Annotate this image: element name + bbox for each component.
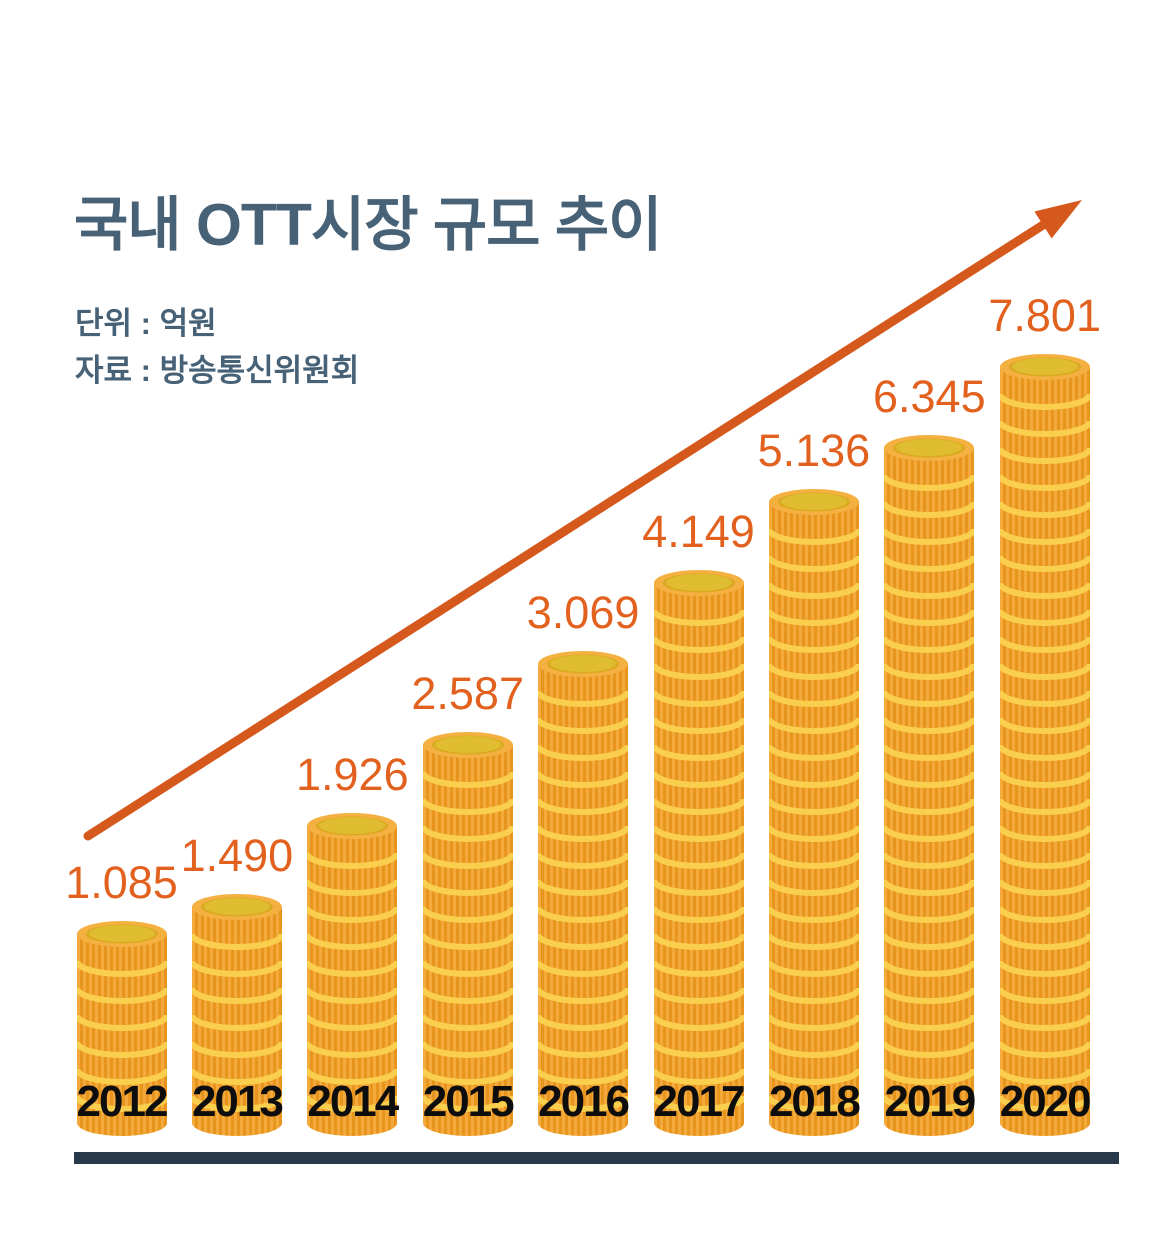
coin-stack-graphic	[999, 354, 1090, 1136]
coin-stack-graphic	[768, 489, 859, 1136]
coin-stack-graphic	[538, 651, 629, 1136]
value-label-2017: 4.149	[642, 506, 755, 557]
value-label-2013: 1.490	[180, 830, 294, 881]
coin-stack-2016	[538, 651, 629, 1136]
unit-label: 단위 : 억원	[75, 306, 217, 341]
year-label-2019: 2019	[884, 1077, 976, 1126]
year-label-2017: 2017	[653, 1077, 746, 1126]
coin-stack-2020	[999, 354, 1090, 1136]
value-label-2019: 6.345	[872, 371, 986, 422]
coin-stack-2019	[884, 435, 975, 1136]
coin-stack-2014	[307, 813, 398, 1136]
value-label-2016: 3.069	[526, 587, 640, 638]
coin-stack-2018	[768, 489, 859, 1136]
year-label-2016: 2016	[538, 1077, 630, 1126]
coin-stack-graphic	[884, 435, 975, 1136]
year-label-2018: 2018	[768, 1077, 861, 1126]
value-label-2012: 1.085	[65, 857, 178, 908]
page-title: 국내 OTT시장 규모 추이	[74, 192, 662, 258]
year-label-2013: 2013	[191, 1077, 284, 1126]
coin-stack-graphic	[307, 813, 398, 1136]
coin-stack-2015	[422, 732, 513, 1136]
coin-stack-graphic	[76, 921, 167, 1136]
year-label-2014: 2014	[307, 1077, 399, 1126]
year-label-2015: 2015	[422, 1077, 515, 1126]
coin-stack-2013	[191, 894, 282, 1136]
value-label-2014: 1.926	[295, 749, 409, 800]
value-label-2015: 2.587	[411, 668, 524, 719]
coin-stack-graphic	[191, 894, 282, 1136]
source-label: 자료 : 방송통신위원회	[75, 353, 360, 388]
coin-stack-2017	[653, 570, 744, 1136]
coin-stack-2012	[76, 921, 167, 1136]
value-label-2018: 5.136	[757, 425, 871, 476]
value-label-2020: 7.801	[988, 290, 1101, 341]
baseline-bar	[74, 1152, 1119, 1164]
year-label-2020: 2020	[999, 1077, 1092, 1126]
coin-stack-graphic	[422, 732, 513, 1136]
coin-stack-graphic	[653, 570, 744, 1136]
year-label-2012: 2012	[76, 1077, 169, 1126]
